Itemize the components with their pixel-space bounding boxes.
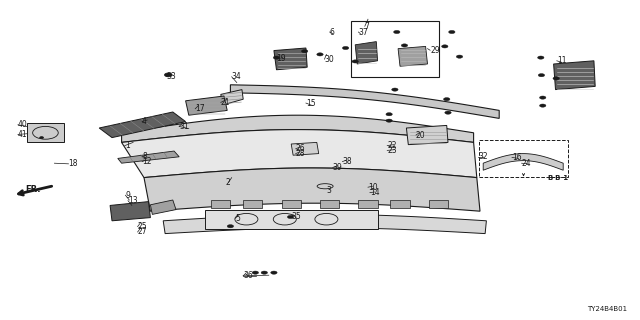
Circle shape xyxy=(538,74,545,77)
Circle shape xyxy=(352,60,358,63)
Text: 15: 15 xyxy=(306,99,316,108)
Text: 39: 39 xyxy=(333,163,342,172)
Circle shape xyxy=(394,30,400,34)
Circle shape xyxy=(538,56,544,59)
Text: 12: 12 xyxy=(142,157,152,166)
Text: 11: 11 xyxy=(557,56,566,65)
Polygon shape xyxy=(122,130,477,178)
Circle shape xyxy=(164,73,172,77)
Circle shape xyxy=(317,53,323,56)
Text: 10: 10 xyxy=(368,183,378,192)
Text: 28: 28 xyxy=(296,149,305,158)
Text: 37: 37 xyxy=(358,28,368,36)
Circle shape xyxy=(553,77,559,80)
Text: 27: 27 xyxy=(138,228,147,236)
Circle shape xyxy=(273,56,280,59)
Text: 21: 21 xyxy=(221,98,230,107)
Polygon shape xyxy=(429,200,448,208)
Text: 31: 31 xyxy=(179,122,189,131)
Circle shape xyxy=(392,88,398,91)
Text: 5: 5 xyxy=(236,214,241,223)
Polygon shape xyxy=(163,214,486,234)
Circle shape xyxy=(442,45,448,48)
Circle shape xyxy=(386,119,392,122)
Polygon shape xyxy=(355,42,378,64)
Polygon shape xyxy=(282,200,301,208)
Polygon shape xyxy=(398,46,428,66)
Text: 8: 8 xyxy=(142,152,147,161)
Polygon shape xyxy=(144,168,480,211)
Polygon shape xyxy=(27,123,64,142)
Text: 9: 9 xyxy=(125,191,131,200)
Polygon shape xyxy=(221,90,243,105)
Text: 26: 26 xyxy=(296,144,305,153)
Circle shape xyxy=(287,215,294,219)
Polygon shape xyxy=(243,200,262,208)
Polygon shape xyxy=(554,61,595,90)
Polygon shape xyxy=(211,200,230,208)
Text: 13: 13 xyxy=(128,196,138,205)
Polygon shape xyxy=(390,200,410,208)
Polygon shape xyxy=(483,154,563,170)
Text: 16: 16 xyxy=(512,153,522,162)
Text: 23: 23 xyxy=(387,146,397,155)
Polygon shape xyxy=(150,200,176,214)
Polygon shape xyxy=(274,48,307,70)
Text: 6: 6 xyxy=(330,28,335,36)
Text: B-B-1: B-B-1 xyxy=(547,175,569,181)
Circle shape xyxy=(540,104,546,107)
Text: 41: 41 xyxy=(18,130,28,139)
Text: 24: 24 xyxy=(522,159,531,168)
Text: 32: 32 xyxy=(478,152,488,161)
Text: 30: 30 xyxy=(324,55,334,64)
Circle shape xyxy=(227,225,234,228)
Text: 22: 22 xyxy=(387,141,397,150)
Circle shape xyxy=(40,137,44,139)
Polygon shape xyxy=(320,200,339,208)
Text: 2: 2 xyxy=(225,178,230,187)
Polygon shape xyxy=(230,85,499,118)
Polygon shape xyxy=(99,112,186,138)
Text: 36: 36 xyxy=(243,271,253,280)
Circle shape xyxy=(342,46,349,50)
Polygon shape xyxy=(118,151,179,163)
Text: TY24B4B01: TY24B4B01 xyxy=(587,306,627,312)
Circle shape xyxy=(301,50,308,53)
Circle shape xyxy=(401,44,408,47)
Polygon shape xyxy=(186,96,227,115)
Text: 18: 18 xyxy=(68,159,78,168)
Text: 3: 3 xyxy=(326,186,332,195)
Circle shape xyxy=(445,111,451,114)
Text: 19: 19 xyxy=(276,54,286,63)
Circle shape xyxy=(252,271,259,274)
Text: 40: 40 xyxy=(18,120,28,129)
Polygon shape xyxy=(406,125,448,145)
Text: FR.: FR. xyxy=(26,185,41,194)
Circle shape xyxy=(386,113,392,116)
Text: 33: 33 xyxy=(166,72,176,81)
Circle shape xyxy=(449,30,455,34)
Circle shape xyxy=(261,271,268,274)
Text: 35: 35 xyxy=(291,212,301,221)
Circle shape xyxy=(444,98,450,101)
Text: 34: 34 xyxy=(232,72,241,81)
Circle shape xyxy=(540,96,546,99)
Polygon shape xyxy=(291,142,319,155)
Text: 38: 38 xyxy=(342,157,352,166)
Text: 29: 29 xyxy=(430,46,440,55)
Text: 1: 1 xyxy=(125,141,129,150)
Polygon shape xyxy=(358,200,378,208)
Polygon shape xyxy=(205,210,378,229)
Polygon shape xyxy=(122,115,474,142)
Polygon shape xyxy=(110,202,150,221)
Text: 14: 14 xyxy=(370,188,380,197)
Circle shape xyxy=(456,55,463,58)
Circle shape xyxy=(271,271,277,274)
Text: 25: 25 xyxy=(138,222,147,231)
Text: 7: 7 xyxy=(365,22,370,31)
Text: 17: 17 xyxy=(195,104,205,113)
Text: 4: 4 xyxy=(142,117,147,126)
Text: 20: 20 xyxy=(416,131,426,140)
